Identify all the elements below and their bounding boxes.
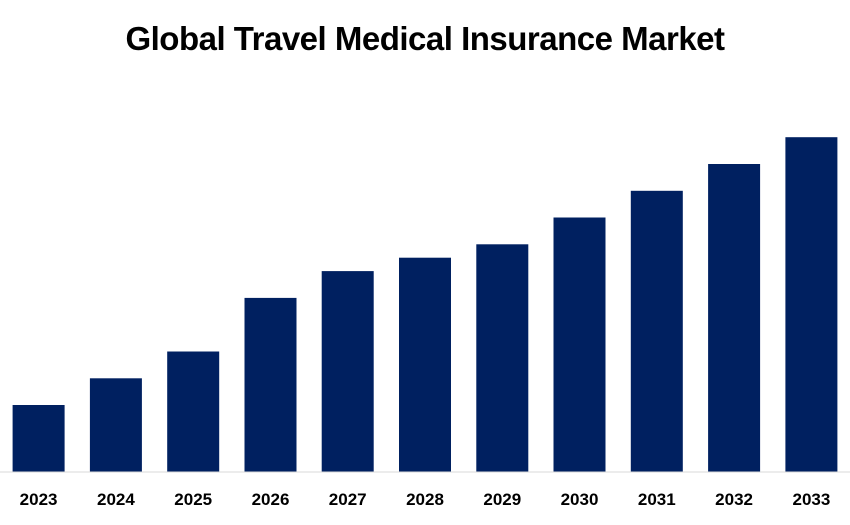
x-tick-label-2032: 2032 xyxy=(715,490,753,509)
x-tick-label-2023: 2023 xyxy=(20,490,58,509)
bars-group xyxy=(12,137,838,473)
bar-2027 xyxy=(321,271,374,472)
x-tick-label-2026: 2026 xyxy=(252,490,290,509)
x-tick-label-2029: 2029 xyxy=(483,490,521,509)
bar-2023 xyxy=(12,405,65,472)
bar-2025 xyxy=(167,351,220,472)
bar-2032 xyxy=(708,164,761,472)
chart-title: Global Travel Medical Insurance Market xyxy=(125,20,725,57)
bar-2028 xyxy=(399,257,451,472)
bar-2029 xyxy=(476,244,529,472)
x-tick-label-2031: 2031 xyxy=(638,490,676,509)
x-tick-label-2027: 2027 xyxy=(329,490,367,509)
bar-2033 xyxy=(785,137,838,472)
bar-2026 xyxy=(244,297,297,472)
bar-2030 xyxy=(553,217,606,472)
x-tick-label-2025: 2025 xyxy=(174,490,212,509)
x-tick-label-2028: 2028 xyxy=(406,490,444,509)
x-tick-labels: 2023 2024 2025 2026 2027 2028 2029 2030 2031 2032… xyxy=(20,490,831,509)
x-tick-label-2024: 2024 xyxy=(97,490,135,509)
bar-2031 xyxy=(630,190,683,473)
bar-2024 xyxy=(89,378,142,473)
x-tick-label-2033: 2033 xyxy=(792,490,830,509)
x-tick-label-2030: 2030 xyxy=(561,490,599,509)
